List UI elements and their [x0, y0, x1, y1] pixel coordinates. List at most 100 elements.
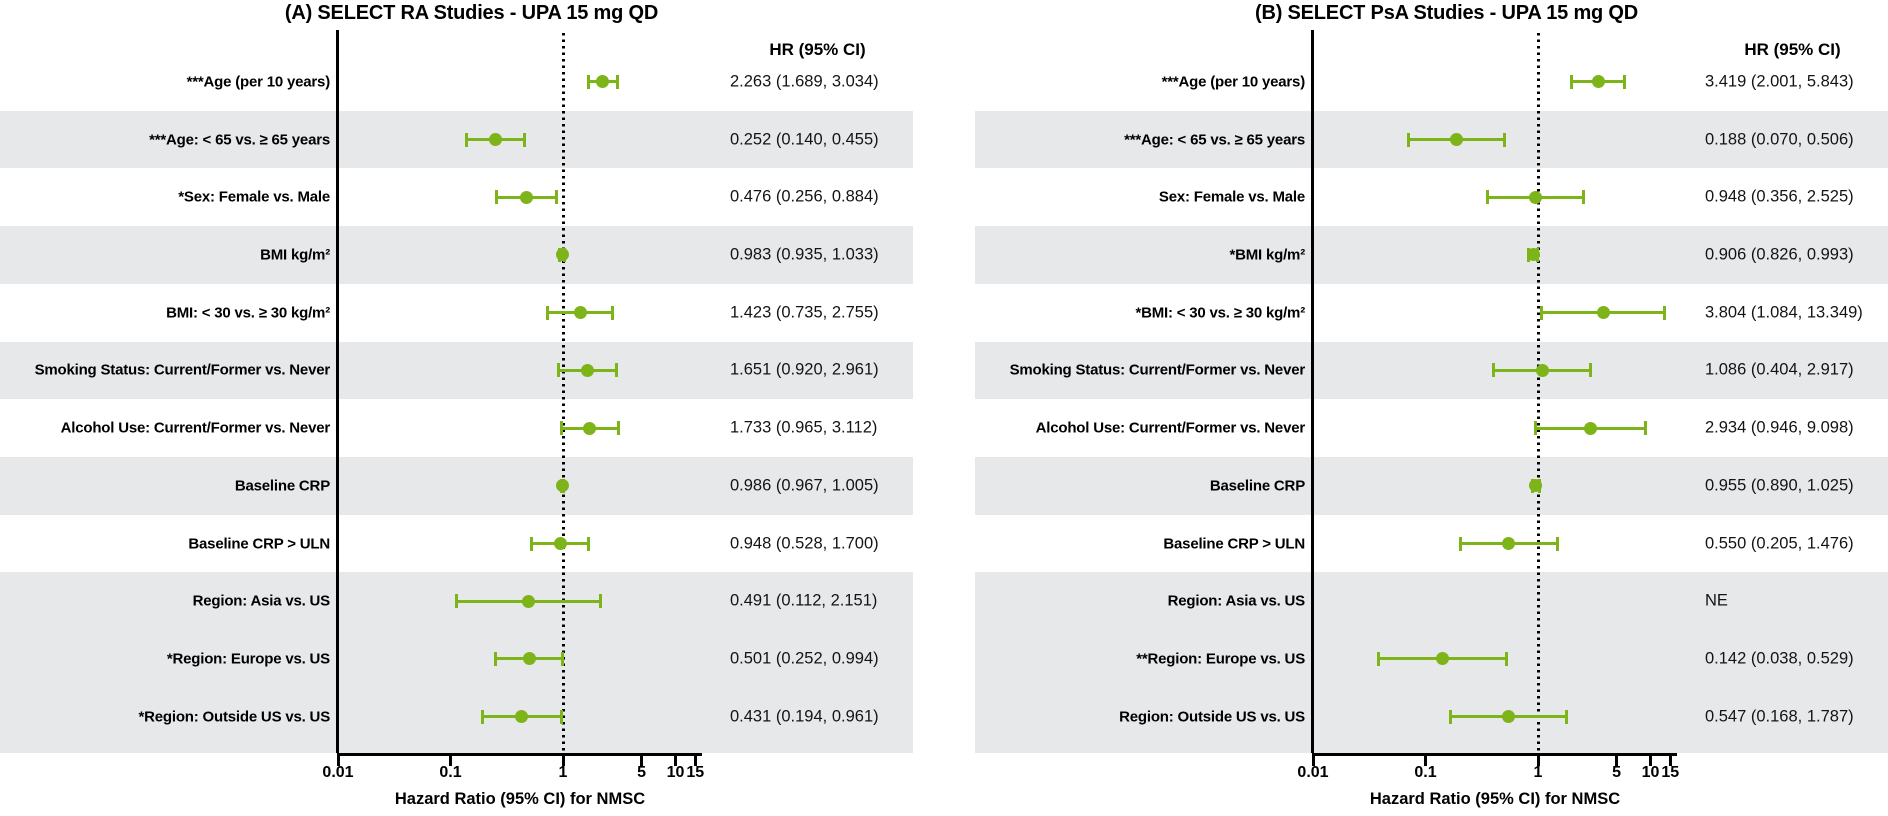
hr-value: 3.419 (2.001, 5.843) [1705, 72, 1854, 91]
ci-cap-upper [598, 594, 602, 609]
point-estimate [1436, 652, 1450, 666]
hr-value: 0.547 (0.168, 1.787) [1705, 707, 1854, 726]
hr-value: NE [1705, 591, 1728, 610]
hr-value: 3.804 (1.084, 13.349) [1705, 303, 1863, 322]
x-tick-label: 10 [666, 764, 685, 781]
ci-cap-upper [1564, 709, 1568, 724]
row-label: Baseline CRP > ULN [1163, 535, 1305, 553]
x-tick-label: 1 [558, 764, 568, 781]
point-estimate [1591, 75, 1605, 89]
point-estimate [521, 594, 535, 608]
point-estimate [1535, 363, 1549, 377]
forest-row: **Region: Europe vs. US 0.142 (0.038, 0.5… [975, 630, 1888, 688]
ci-cap-upper [1505, 651, 1509, 666]
hr-column-header: HR (95% CI) [1744, 40, 1841, 59]
forest-row: Baseline CRP 0.955 (0.890, 1.025) [975, 456, 1888, 515]
ci-cap-upper [1588, 363, 1592, 378]
hr-value: 0.948 (0.528, 1.700) [730, 534, 879, 553]
hr-value: 1.733 (0.965, 3.112) [730, 418, 878, 437]
ci-cap-lower [481, 709, 485, 724]
ci-cap-lower [1406, 132, 1410, 147]
x-tick-label: 5 [637, 764, 647, 781]
rows: ***Age (per 10 years) 3.419 (2.001, 5.843… [975, 0, 1888, 816]
forest-row: BMI kg/m² 0.983 (0.935, 1.033) [0, 226, 913, 284]
hr-value: 0.906 (0.826, 0.993) [1705, 245, 1854, 264]
x-tick [1424, 753, 1427, 766]
forest-row: ***Age: < 65 vs. ≥ 65 years 0.188 (0.070,… [975, 110, 1888, 169]
forest-row: *BMI kg/m² 0.906 (0.826, 0.993) [975, 226, 1888, 284]
row-label: Region: Asia vs. US [1167, 592, 1306, 610]
point-estimate [489, 133, 503, 147]
point-estimate [1502, 537, 1516, 551]
row-label: *BMI kg/m² [1229, 246, 1305, 264]
x-tick-label: 0.1 [1414, 764, 1437, 781]
ci-cap-lower [546, 305, 550, 320]
forest-row: *Region: Outside US vs. US 0.431 (0.194, … [0, 687, 913, 746]
point-estimate [555, 479, 569, 493]
ci-cap-lower [465, 132, 469, 147]
x-tick [674, 753, 677, 766]
forest-row: ***Age (per 10 years) 3.419 (2.001, 5.843… [975, 53, 1888, 111]
row-label: *Region: Outside US vs. US [138, 708, 331, 726]
hr-value: 0.252 (0.140, 0.455) [730, 130, 879, 149]
hr-value: 2.934 (0.946, 9.098) [1705, 418, 1854, 437]
point-estimate [555, 248, 569, 262]
point-estimate [596, 75, 610, 89]
hr-value: 0.501 (0.252, 0.994) [730, 649, 879, 668]
ci-cap-upper [1503, 132, 1507, 147]
row-label: Baseline CRP [1209, 477, 1305, 495]
panel-select-psa: (B) SELECT PsA Studies - UPA 15 mg QD HR… [975, 0, 1888, 816]
hr-value: 1.086 (0.404, 2.917) [1705, 360, 1854, 379]
x-tick [1311, 753, 1315, 766]
x-axis-label: Hazard Ratio (95% CI) for NMSC [394, 790, 646, 808]
panel-title: (A) SELECT RA Studies - UPA 15 mg QD [284, 2, 659, 24]
row-label: *Region: Europe vs. US [166, 650, 330, 668]
x-tick [336, 753, 340, 766]
ci-cap-lower [1492, 363, 1496, 378]
ci-cap-lower [494, 651, 498, 666]
x-tick [640, 753, 644, 766]
forest-row: Smoking Status: Current/Former vs. Never… [0, 341, 913, 400]
x-tick [449, 753, 452, 766]
forest-row: Baseline CRP 0.986 (0.967, 1.005) [0, 456, 913, 515]
ci-cap-upper [1555, 536, 1559, 551]
ci-cap-lower [587, 74, 591, 89]
hr-value: 0.948 (0.356, 2.525) [1705, 187, 1854, 206]
point-estimate [520, 190, 534, 204]
forest-row: Region: Asia vs. US 0.491 (0.112, 2.151) [0, 572, 913, 631]
row-label: Sex: Female vs. Male [1158, 188, 1305, 206]
x-tick [1668, 753, 1672, 766]
point-estimate [522, 652, 536, 666]
forest-row: ***Age: < 65 vs. ≥ 65 years 0.252 (0.140,… [0, 110, 913, 169]
ci-cap-upper [587, 536, 591, 551]
forest-row: *BMI: < 30 vs. ≥ 30 kg/m² 3.804 (1.084, 1… [975, 284, 1888, 342]
y-axis-line [1311, 30, 1314, 753]
x-tick-label: 0.01 [322, 764, 354, 781]
row-label: ***Age (per 10 years) [186, 73, 331, 91]
row-label: Region: Asia vs. US [192, 592, 331, 610]
hr-value: 0.550 (0.205, 1.476) [1705, 534, 1854, 553]
forest-row: ***Age (per 10 years) 2.263 (1.689, 3.034… [0, 53, 913, 111]
row-label: ***Age: < 65 vs. ≥ 65 years [1124, 131, 1305, 149]
row-label: BMI: < 30 vs. ≥ 30 kg/m² [166, 304, 330, 322]
forest-row: Smoking Status: Current/Former vs. Never… [975, 341, 1888, 400]
row-label: Region: Outside US vs. US [1119, 708, 1305, 726]
point-estimate [573, 306, 587, 320]
ci-cap-lower [557, 363, 561, 378]
hr-value: 2.263 (1.689, 3.034) [730, 72, 879, 91]
forest-row: *Region: Europe vs. US 0.501 (0.252, 0.99… [0, 630, 913, 688]
point-estimate [580, 363, 594, 377]
ci-cap-upper [523, 132, 527, 147]
row-label: ***Age: < 65 vs. ≥ 65 years [149, 131, 330, 149]
reference-line-hr1 [562, 33, 565, 753]
ci-cap-upper [615, 74, 619, 89]
x-tick [693, 753, 697, 766]
hr-value: 0.491 (0.112, 2.151) [730, 591, 878, 610]
x-tick-label: 15 [686, 764, 705, 781]
x-tick-label: 1 [1533, 764, 1543, 781]
row-label: Smoking Status: Current/Former vs. Never [1009, 361, 1306, 379]
point-estimate [1526, 248, 1540, 262]
row-label: BMI kg/m² [260, 246, 330, 264]
ci-cap-lower [1540, 305, 1544, 320]
